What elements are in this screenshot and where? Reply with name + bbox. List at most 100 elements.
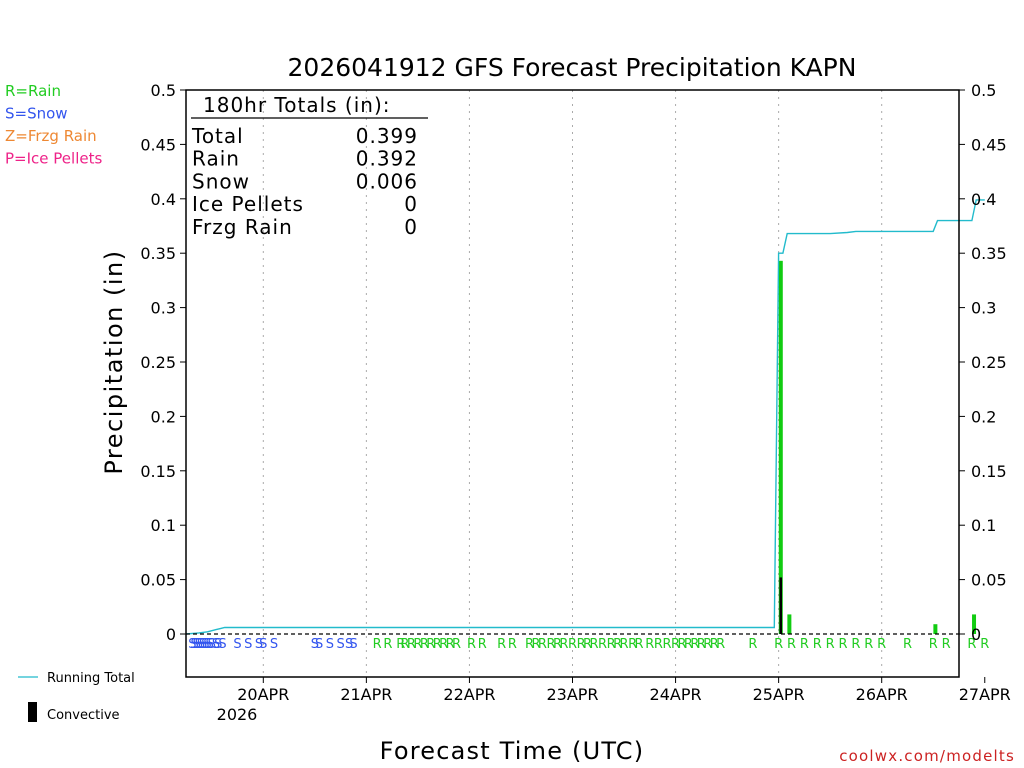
y-tick-label-right: 0.3 bbox=[971, 299, 996, 318]
rain-marker: R bbox=[864, 637, 873, 652]
snow-marker: S bbox=[214, 637, 222, 652]
rain-marker: R bbox=[710, 637, 719, 652]
y-tick-label: 0.35 bbox=[140, 244, 176, 263]
totals-value: 0 bbox=[404, 215, 418, 239]
rain-marker: R bbox=[531, 637, 540, 652]
y-axis-ticks: 0 00.05 0.050.1 0.10.15 0.150.2 0.20.25 0.250.… bbox=[140, 81, 1006, 644]
rain-marker: R bbox=[826, 637, 835, 652]
rain-marker: R bbox=[877, 637, 886, 652]
rain-marker: R bbox=[559, 637, 568, 652]
totals-value: 0 bbox=[404, 192, 418, 216]
rain-marker: R bbox=[452, 637, 461, 652]
snow-marker: S bbox=[349, 637, 357, 652]
snow-marker: S bbox=[270, 637, 278, 652]
rain-marker: R bbox=[942, 637, 951, 652]
snow-marker: S bbox=[201, 637, 209, 652]
year-label: 2026 bbox=[217, 705, 258, 724]
y-tick-label: 0.3 bbox=[151, 299, 176, 318]
convective-bar bbox=[779, 577, 783, 634]
watermark: coolwx.com/modelts bbox=[839, 747, 1015, 765]
running-total-legend-label: Running Total bbox=[47, 671, 135, 686]
rain-marker: R bbox=[613, 637, 622, 652]
rain-marker: R bbox=[635, 637, 644, 652]
convective-legend-label: Convective bbox=[47, 708, 120, 723]
rain-marker: R bbox=[396, 637, 405, 652]
rain-marker: R bbox=[407, 637, 416, 652]
rain-marker: R bbox=[413, 637, 422, 652]
y-tick-label: 0.15 bbox=[140, 462, 176, 481]
rain-marker: R bbox=[851, 637, 860, 652]
rain-marker: R bbox=[813, 637, 822, 652]
snow-marker: S bbox=[188, 637, 196, 652]
totals-value: 0.399 bbox=[356, 124, 418, 148]
snow-marker: S bbox=[345, 637, 353, 652]
rain-marker: R bbox=[787, 637, 796, 652]
totals-box: 180hr Totals (in): Total 0.399 Rain 0.392 Sn… bbox=[191, 93, 428, 239]
precip-bar bbox=[787, 614, 792, 634]
totals-label: Ice Pellets bbox=[192, 192, 304, 216]
rain-marker: R bbox=[671, 637, 680, 652]
rain-marker: R bbox=[800, 637, 809, 652]
rain-marker: R bbox=[677, 637, 686, 652]
y-tick-label-right: 0.35 bbox=[971, 244, 1007, 263]
x-tick-label: 26APR bbox=[856, 685, 908, 704]
snow-marker: S bbox=[336, 637, 344, 652]
x-tick-label: 27APR bbox=[959, 685, 1011, 704]
y-tick-label-right: 0.2 bbox=[971, 407, 996, 426]
rain-marker: R bbox=[697, 637, 706, 652]
rain-marker: R bbox=[748, 637, 757, 652]
snow-marker: S bbox=[326, 637, 334, 652]
rain-marker: R bbox=[929, 637, 938, 652]
snow-marker: S bbox=[259, 637, 267, 652]
rain-marker: R bbox=[400, 637, 409, 652]
snow-marker: S bbox=[255, 637, 263, 652]
rain-marker: R bbox=[684, 637, 693, 652]
snow-marker: S bbox=[233, 637, 241, 652]
precip-type-legend-entry: S=Snow bbox=[5, 105, 68, 123]
rain-marker: R bbox=[967, 637, 976, 652]
running-total-line bbox=[185, 199, 985, 635]
convective-legend-swatch bbox=[28, 702, 37, 722]
y-tick-label-right: 0.05 bbox=[971, 571, 1007, 590]
y-tick-label-right: 0 bbox=[971, 625, 981, 644]
rain-marker: R bbox=[433, 637, 442, 652]
y-tick-label-right: 0.45 bbox=[971, 135, 1007, 154]
precip-bar bbox=[972, 614, 977, 634]
rain-marker: R bbox=[426, 637, 435, 652]
rain-marker: R bbox=[690, 637, 699, 652]
y-tick-label: 0.2 bbox=[151, 407, 176, 426]
rain-marker: R bbox=[628, 637, 637, 652]
rain-marker: R bbox=[439, 637, 448, 652]
rain-marker: R bbox=[568, 637, 577, 652]
totals-label: Snow bbox=[192, 169, 250, 193]
y-tick-label: 0.4 bbox=[151, 190, 176, 209]
rain-marker: R bbox=[716, 637, 725, 652]
rain-marker: R bbox=[654, 637, 663, 652]
precip-type-legend-entry: R=Rain bbox=[5, 82, 61, 100]
y-tick-label: 0.1 bbox=[151, 516, 176, 535]
totals-heading: 180hr Totals (in): bbox=[203, 93, 391, 117]
rain-marker: R bbox=[662, 637, 671, 652]
rain-marker: R bbox=[373, 637, 382, 652]
rain-marker: R bbox=[839, 637, 848, 652]
x-axis-label: Forecast Time (UTC) bbox=[380, 737, 645, 765]
rain-marker: R bbox=[583, 637, 592, 652]
snow-marker: S bbox=[195, 637, 203, 652]
x-axis-ticks: 20APR 21APR 22APR 23APR 24APR 25APR 26APR 27APR bbox=[237, 677, 1011, 704]
x-tick-label: 24APR bbox=[650, 685, 702, 704]
y-tick-label: 0 bbox=[166, 625, 176, 644]
rain-marker: R bbox=[577, 637, 586, 652]
x-tick-label: 20APR bbox=[237, 685, 289, 704]
totals-value: 0.006 bbox=[356, 169, 418, 193]
y-tick-label-right: 0.5 bbox=[971, 81, 996, 100]
precip-bar bbox=[778, 260, 783, 634]
rain-marker: R bbox=[607, 637, 616, 652]
precip-bars bbox=[778, 260, 977, 634]
y-tick-label-right: 0.25 bbox=[971, 353, 1007, 372]
y-tick-label: 0.05 bbox=[140, 571, 176, 590]
totals-label: Rain bbox=[192, 147, 240, 171]
chart-title: 2026041912 GFS Forecast Precipitation KA… bbox=[288, 53, 857, 82]
rain-marker: R bbox=[508, 637, 517, 652]
